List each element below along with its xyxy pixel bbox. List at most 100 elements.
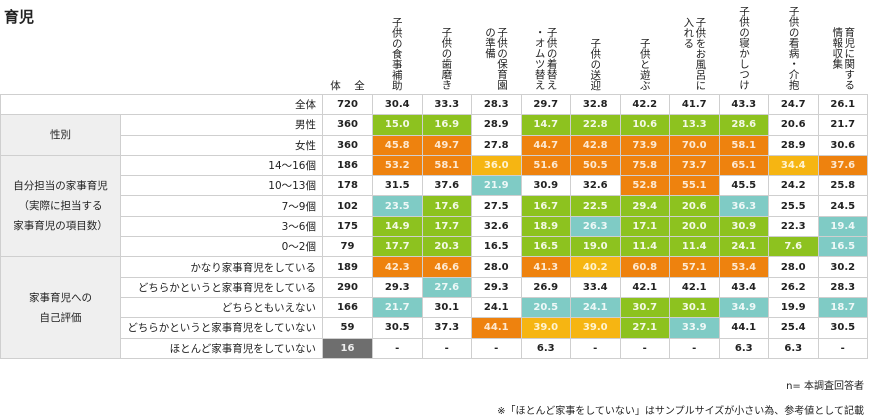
- value-cell: 21.7: [817, 114, 868, 136]
- sample-size: 79: [322, 236, 373, 258]
- value-cell: 51.6: [520, 154, 571, 177]
- column-header-label: 子供をお風呂に 入れる: [682, 16, 707, 91]
- column-header: 子供の着替え ・オムツ替え: [521, 4, 571, 90]
- sample-size: 186: [322, 154, 373, 177]
- column-header: 子供の歯磨き: [422, 4, 472, 90]
- value-cell: 53.2: [372, 154, 423, 177]
- value-cell: -: [570, 337, 621, 359]
- row-label: 0～2個: [120, 236, 323, 258]
- value-cell: 20.0: [669, 215, 720, 238]
- footnote-n: n= 本調査回答者: [786, 381, 864, 392]
- value-cell: 28.9: [471, 114, 522, 136]
- value-cell: 33.3: [421, 93, 472, 116]
- value-cell: 24.5: [817, 195, 868, 217]
- table-row: 性別 男性 360 15.0 16.9 28.9 14.7 22.8 10.6 13.3 28.6 2…: [0, 114, 868, 156]
- value-cell: 39.0: [570, 317, 621, 339]
- value-cell: 17.7: [372, 236, 423, 258]
- value-cell: 42.8: [570, 134, 621, 156]
- value-cell: 45.5: [718, 175, 769, 197]
- value-cell: 37.6: [817, 154, 868, 177]
- value-cell: 29.7: [520, 93, 571, 116]
- column-header: 子供の寝かしつけ: [719, 4, 769, 90]
- value-cell: -: [817, 337, 868, 359]
- row-label: 男性: [120, 114, 323, 136]
- column-header-label: 子供の看病・介抱: [787, 6, 800, 90]
- value-cell: 32.8: [570, 93, 621, 116]
- sample-size: 290: [322, 276, 373, 298]
- value-cell: 27.1: [619, 317, 670, 339]
- value-cell: 32.6: [471, 215, 522, 238]
- value-cell: 30.6: [817, 134, 868, 156]
- value-cell: 15.0: [372, 114, 423, 136]
- value-cell: 22.8: [570, 114, 621, 136]
- table-row: 全体 720 30.4 33.3 28.3 29.7 32.8 42.2 41.7 43.3 24.…: [0, 93, 868, 116]
- value-cell: -: [669, 337, 720, 359]
- value-cell: 43.4: [718, 276, 769, 298]
- table-row: 家事育児への 自己評価 かなり家事育児をしている 189 42.3 46.6 28.0 41…: [0, 256, 868, 359]
- value-cell: 29.4: [619, 195, 670, 217]
- column-header-label: 子供の寝かしつけ: [737, 6, 750, 90]
- column-header-label: 子供の歯磨き: [440, 27, 453, 90]
- value-cell: 17.6: [421, 195, 472, 217]
- table-row: どちらかというと家事育児をしていない 59 30.5 37.3 44.1 39.0 39.0…: [1, 317, 868, 339]
- value-cell: 29.3: [471, 276, 522, 298]
- value-cell: 29.3: [372, 276, 423, 298]
- value-cell: 73.9: [619, 134, 670, 156]
- group-label: 家事育児への 自己評価: [0, 256, 121, 359]
- table-row: 女性 360 45.8 49.7 27.8 44.7 42.8 73.9 70.0 58.1 28.…: [1, 134, 868, 156]
- column-header: 子供の食事補助: [372, 4, 422, 91]
- value-cell: 25.8: [817, 175, 868, 197]
- table-row: 0～2個 79 17.7 20.3 16.5 16.5 19.0 11.4 11.4 24.1 7.…: [1, 236, 868, 258]
- sample-size: 59: [322, 317, 373, 339]
- value-cell: 42.3: [372, 256, 423, 278]
- value-cell: 21.9: [471, 175, 522, 197]
- table-row: 自分担当の家事育児 （実際に担当する 家事育児の項目数） 14～16個 186 53.…: [0, 154, 868, 258]
- value-cell: 19.9: [768, 296, 819, 319]
- value-cell: 14.9: [372, 215, 423, 238]
- value-cell: 26.1: [817, 93, 868, 116]
- value-cell: 27.5: [471, 195, 522, 217]
- value-cell: 24.1: [471, 296, 522, 319]
- value-cell: 33.4: [570, 276, 621, 298]
- value-cell: 30.4: [372, 93, 423, 116]
- value-cell: 30.5: [817, 317, 868, 339]
- column-header-label: 子供の送迎: [589, 37, 602, 91]
- value-cell: 30.9: [718, 215, 769, 238]
- value-cell: 20.5: [520, 296, 571, 319]
- value-cell: 10.6: [619, 114, 670, 136]
- value-cell: 37.3: [421, 317, 472, 339]
- sample-size: 178: [322, 175, 373, 197]
- value-cell: 17.7: [421, 215, 472, 238]
- sample-size: 189: [322, 256, 373, 278]
- value-cell: 18.9: [520, 215, 571, 238]
- value-cell: 31.5: [372, 175, 423, 197]
- value-cell: 16.9: [421, 114, 472, 136]
- column-header-label: 子供の保育園 の準備: [483, 27, 508, 90]
- column-header: 子供と遊ぶ: [620, 4, 670, 91]
- value-cell: 28.0: [768, 256, 819, 278]
- value-cell: 19.0: [570, 236, 621, 258]
- value-cell: 18.7: [817, 296, 868, 319]
- sample-size: 720: [322, 93, 373, 116]
- value-cell: 60.8: [619, 256, 670, 278]
- row-label: 女性: [120, 134, 323, 156]
- value-cell: 33.9: [669, 317, 720, 339]
- column-header: 子供の保育園 の準備: [471, 4, 521, 90]
- value-cell: 20.3: [421, 236, 472, 258]
- value-cell: 13.3: [669, 114, 720, 136]
- value-cell: 28.9: [768, 134, 819, 156]
- group-label: 性別: [0, 114, 121, 156]
- value-cell: 36.3: [718, 195, 769, 217]
- value-cell: 45.8: [372, 134, 423, 156]
- value-cell: 28.0: [471, 256, 522, 278]
- value-cell: 28.3: [471, 93, 522, 116]
- value-cell: -: [471, 337, 522, 359]
- value-cell: 16.5: [817, 236, 868, 258]
- value-cell: 27.6: [421, 276, 472, 298]
- table-row: 7～9個 102 23.5 17.6 27.5 16.7 22.5 29.4 20.6 36.3 2…: [1, 195, 868, 217]
- row-label: ほとんど家事育児をしていない: [120, 337, 323, 359]
- value-cell: 6.3: [718, 337, 769, 359]
- value-cell: 19.4: [817, 215, 868, 238]
- column-header-label: 子供と遊ぶ: [638, 37, 651, 91]
- row-label: 14～16個: [120, 154, 323, 177]
